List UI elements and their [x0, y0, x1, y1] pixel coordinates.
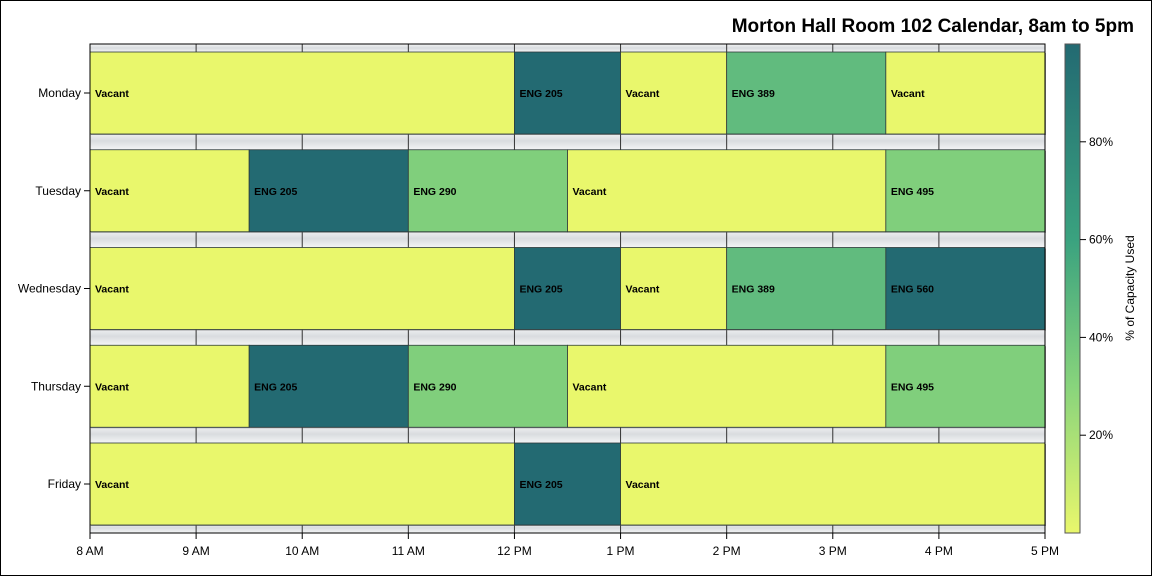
y-tick-label: Friday — [48, 477, 81, 491]
block-thursday-2 — [407, 344, 568, 428]
block-label: ENG 290 — [413, 186, 456, 198]
x-tick-label: 10 AM — [285, 544, 319, 558]
colorbar-tick-label: 80% — [1089, 135, 1113, 149]
x-tick-label: 8 AM — [76, 544, 103, 558]
block-label: Vacant — [626, 88, 660, 100]
block-monday-1 — [514, 51, 621, 135]
block-label: Vacant — [891, 88, 925, 100]
block-thursday-4 — [885, 344, 1046, 428]
row-separator — [90, 44, 1045, 52]
colorbar: 20% 40% 60% 80% % of Capacity Used — [1064, 43, 1137, 534]
block-label: Vacant — [573, 381, 607, 393]
block-friday-1 — [514, 442, 621, 526]
colorbar-ticks: 20% 40% 60% 80% — [1080, 135, 1113, 442]
block-wednesday-2 — [620, 247, 728, 330]
block-label: ENG 495 — [891, 186, 934, 198]
colorbar-gradient — [1064, 43, 1081, 534]
x-tick-label: 3 PM — [819, 544, 847, 558]
block-tuesday-3 — [567, 149, 887, 233]
block-label: ENG 205 — [254, 186, 297, 198]
block-label: ENG 495 — [891, 381, 934, 393]
block-label: Vacant — [95, 381, 129, 393]
block-label: ENG 290 — [413, 381, 456, 393]
block-wednesday-0 — [89, 247, 515, 330]
x-tick-label: 2 PM — [713, 544, 741, 558]
block-tuesday-2 — [407, 149, 568, 233]
x-tick-label: 11 AM — [392, 544, 425, 558]
x-tick-label: 5 PM — [1031, 544, 1059, 558]
block-thursday-3 — [567, 344, 887, 428]
y-tick-label: Thursday — [31, 379, 81, 393]
y-tick-label: Monday — [38, 86, 81, 100]
row-separator — [90, 522, 1045, 533]
block-friday-0 — [89, 442, 515, 526]
row-separator — [90, 327, 1045, 346]
block-label: Vacant — [95, 479, 129, 491]
row-separator — [90, 425, 1045, 443]
block-label: ENG 205 — [254, 381, 297, 393]
block-label: ENG 205 — [519, 88, 562, 100]
row-separator — [90, 131, 1045, 150]
block-wednesday-4 — [885, 247, 1046, 330]
block-label: Vacant — [95, 186, 129, 198]
block-tuesday-0 — [89, 149, 250, 233]
x-tick-label: 12 PM — [497, 544, 532, 558]
block-label: ENG 389 — [732, 284, 775, 296]
block-label: Vacant — [573, 186, 607, 198]
block-friday-2 — [620, 442, 1046, 526]
block-label: Vacant — [626, 284, 660, 296]
x-tick-label: 1 PM — [607, 544, 635, 558]
colorbar-label: % of Capacity Used — [1123, 235, 1137, 340]
block-wednesday-1 — [514, 247, 621, 330]
y-axis: Monday Tuesday Wednesday Thursday Friday — [18, 86, 90, 491]
y-tick-label: Wednesday — [18, 282, 81, 296]
row-separator — [90, 229, 1045, 248]
block-label: ENG 205 — [519, 284, 562, 296]
block-label: ENG 205 — [519, 479, 562, 491]
y-tick-label: Tuesday — [35, 184, 81, 198]
x-axis: 8 AM 9 AM 10 AM 11 AM 12 PM 1 PM 2 PM 3 PM 4 PM 5… — [76, 533, 1059, 558]
chart-title: Morton Hall Room 102 Calendar, 8am to 5p… — [732, 16, 1134, 37]
block-wednesday-3 — [726, 247, 887, 330]
block-monday-3 — [726, 51, 887, 135]
block-label: ENG 389 — [732, 88, 775, 100]
block-monday-4 — [885, 51, 1046, 135]
colorbar-tick-label: 20% — [1089, 428, 1113, 442]
plot-area: Vacant ENG 205 Vacant ENG 389 Vacant Vacant EN… — [89, 43, 1046, 534]
x-tick-label: 4 PM — [925, 544, 953, 558]
block-thursday-0 — [89, 344, 250, 428]
block-label: Vacant — [95, 284, 129, 296]
block-tuesday-4 — [885, 149, 1046, 233]
colorbar-tick-label: 40% — [1089, 330, 1113, 344]
colorbar-tick-label: 60% — [1089, 233, 1113, 247]
block-label: Vacant — [95, 88, 129, 100]
block-label: ENG 560 — [891, 284, 934, 296]
x-tick-label: 9 AM — [182, 544, 209, 558]
block-tuesday-1 — [248, 149, 409, 233]
block-monday-2 — [620, 51, 728, 135]
block-label: Vacant — [626, 479, 660, 491]
block-monday-0 — [89, 51, 515, 135]
